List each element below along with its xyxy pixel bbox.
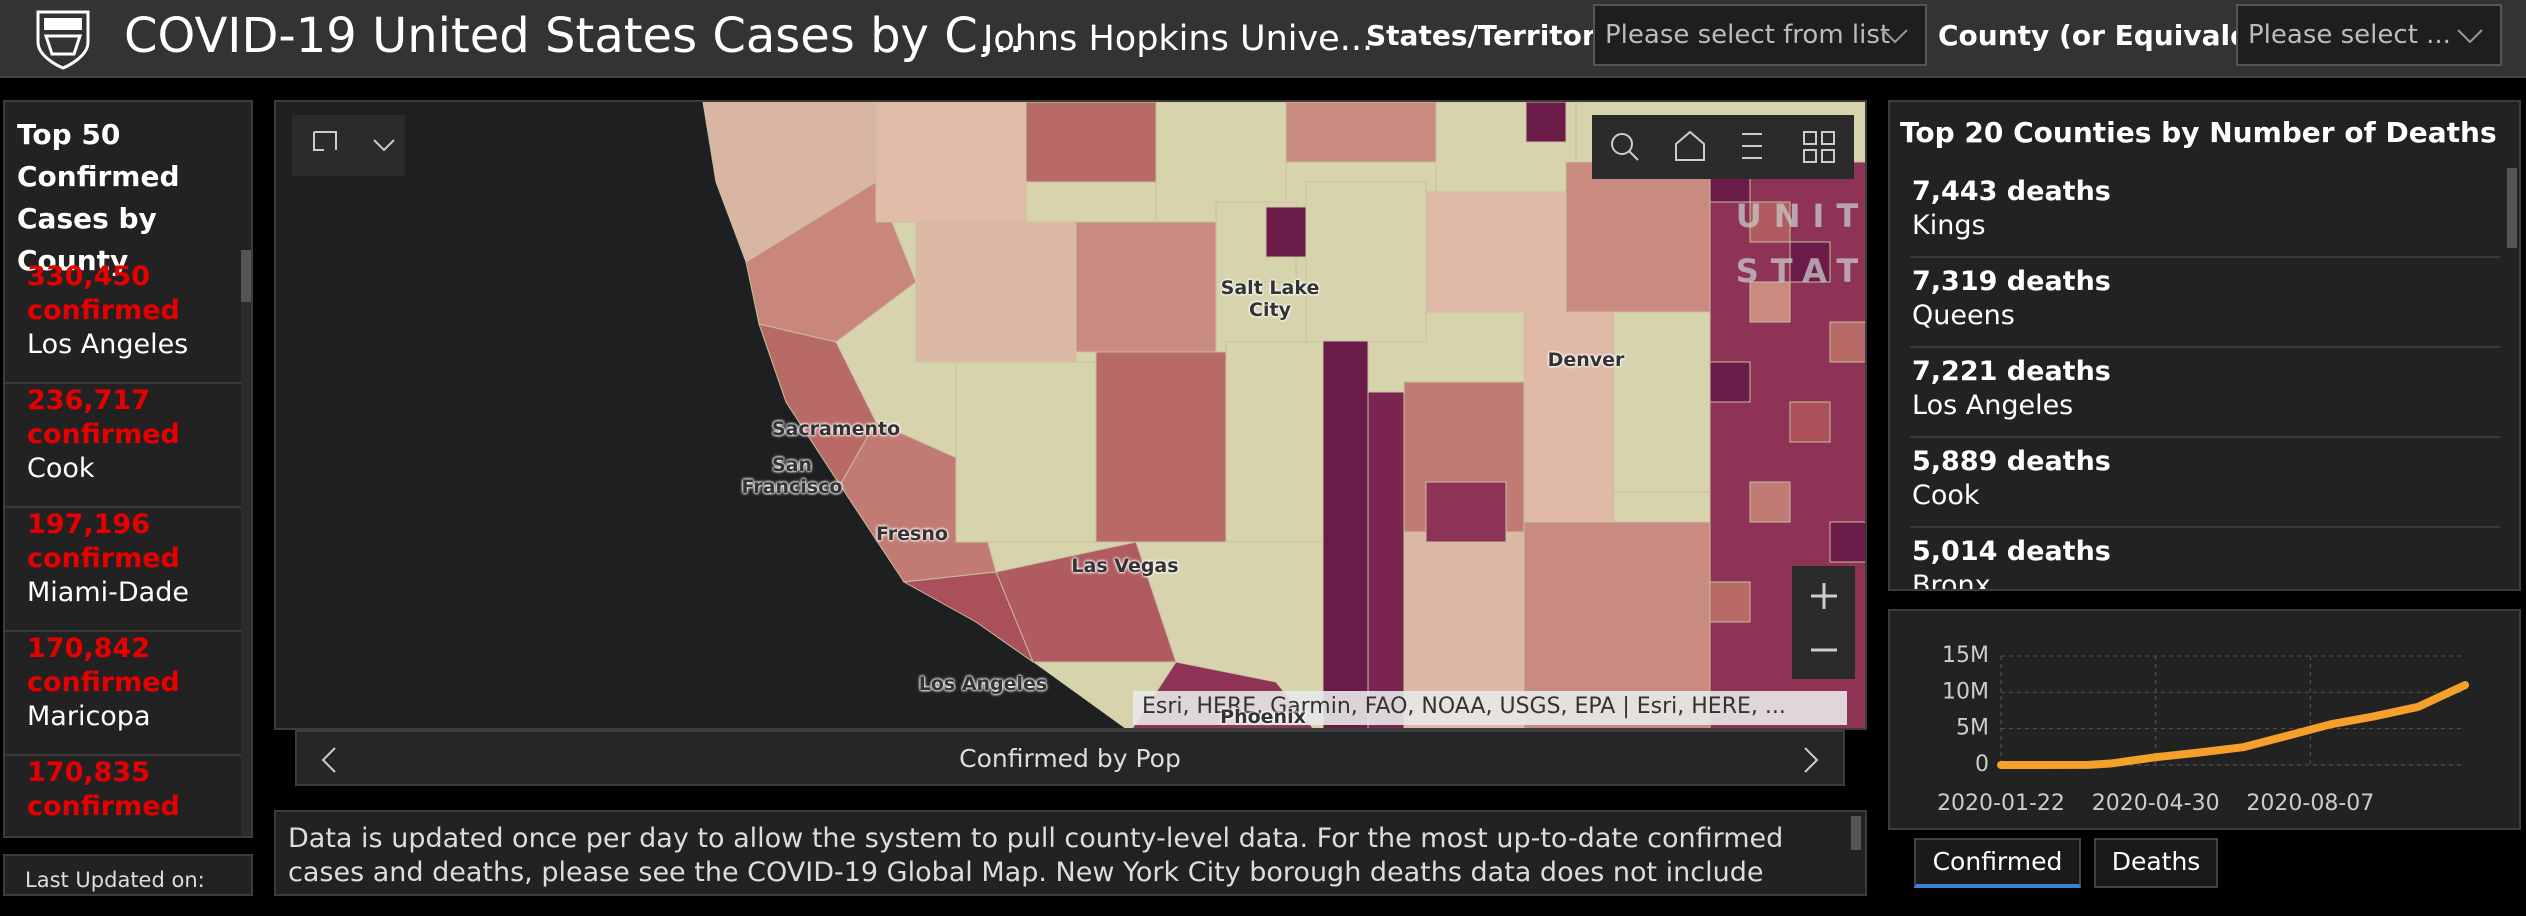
logo: [36, 10, 90, 70]
caret: [2457, 29, 2483, 44]
basemap-button[interactable]: [1803, 131, 1817, 145]
map-canvas: [276, 102, 1865, 728]
map-label: Fresno: [876, 523, 948, 545]
confirmed-unit: confirmed: [27, 667, 180, 698]
county-placeholder: Please select ...: [2248, 20, 2451, 50]
map-label: Phoenix: [1220, 706, 1306, 728]
map-label: Denver: [1547, 349, 1625, 371]
legend-button[interactable]: [1742, 133, 1762, 159]
map-widgets: [292, 115, 1855, 725]
county-dropdown[interactable]: Please select ...: [2236, 4, 2502, 66]
confirmed-unit: confirmed: [27, 543, 180, 574]
tab[interactable]: Confirmed: [1914, 838, 2081, 888]
map-label: San Francisco: [741, 454, 843, 498]
county-item[interactable]: 170,835 confirmed: [5, 756, 241, 836]
x-tick-label: 2020-04-30: [2092, 791, 2220, 816]
zoom-in[interactable]: [1811, 583, 1837, 609]
x-tick-label: 2020-08-07: [2246, 791, 2374, 816]
map-label: Sacramento: [771, 418, 901, 440]
confirmed-count: 170,835: [27, 757, 150, 788]
right-list: 7,443 deaths Kings 7,319 deaths Queens 7,221…: [1890, 168, 2505, 591]
notice-text: Data is updated once per day to allow th…: [288, 823, 1784, 894]
death-item[interactable]: 5,014 deaths Bronx: [1910, 528, 2500, 591]
state-placeholder: Please select from list: [1605, 20, 1891, 50]
map-label: Las Vegas: [1071, 555, 1179, 577]
subtitle: Johns Hopkins Unive...: [983, 19, 1374, 59]
scrollbar: [241, 250, 251, 836]
confirmed-count: 197,196: [27, 509, 150, 540]
notice-panel: Data is updated once per day to allow th…: [274, 810, 1867, 896]
death-item[interactable]: 5,889 deaths Cook: [1910, 438, 2500, 528]
search-button[interactable]: [1611, 133, 1633, 155]
series-line: [1997, 681, 2469, 769]
county-name: Los Angeles: [1912, 390, 2074, 421]
confirmed-count: 236,717: [27, 385, 150, 416]
tab[interactable]: Deaths: [2094, 838, 2218, 888]
death-count: 7,221 deaths: [1912, 356, 2111, 387]
county-name: Miami-Dade: [27, 577, 189, 608]
confirmed-count: 330,450: [27, 261, 150, 292]
county-name: Queens: [1912, 300, 2015, 331]
confirmed-unit: confirmed: [27, 419, 180, 450]
y-tick-label: 15M: [1942, 643, 1989, 668]
county-name: Bronx: [1912, 570, 1991, 591]
attribution-bar: [1133, 691, 1847, 725]
death-item[interactable]: 7,319 deaths Queens: [1910, 258, 2500, 348]
state-dropdown[interactable]: Please select from list: [1593, 4, 1927, 66]
region-label: STAT: [1735, 252, 1867, 290]
caret: [1882, 29, 1908, 44]
death-count: 7,443 deaths: [1912, 176, 2111, 207]
next-button[interactable]: [1801, 746, 1821, 774]
county-name: Kings: [1912, 210, 1986, 241]
left-title: Top 50 Confirmed Cases by County: [17, 118, 180, 277]
county-item[interactable]: 170,842 confirmed Maricopa: [5, 632, 241, 756]
death-count: 5,889 deaths: [1912, 446, 2111, 477]
updated-label: Last Updated on:: [25, 868, 205, 892]
death-item[interactable]: 7,443 deaths Kings: [1910, 168, 2500, 258]
legend-title: Confirmed by Pop: [959, 744, 1181, 773]
scroll-thumb[interactable]: [1851, 816, 1861, 850]
home-button[interactable]: [1675, 130, 1705, 161]
select-tool[interactable]: [292, 115, 405, 176]
map-label: Salt Lake City: [1220, 277, 1320, 321]
left-panel: Top 50 Confirmed Cases by County 330,450…: [3, 100, 253, 838]
x-tick-label: 2020-01-22: [1937, 791, 2065, 816]
death-item[interactable]: 7,221 deaths Los Angeles: [1910, 348, 2500, 438]
confirmed-unit: confirmed: [27, 791, 180, 822]
chart-panel: 0 5M 10M 15M 2020-01-22 2020-04-30 2020-08-07: [1888, 609, 2521, 830]
zoom-control: [1792, 566, 1855, 679]
title: COVID-19 United States Cases by C...: [124, 8, 1024, 64]
attribution: Esri, HERE, Garmin, FAO, NOAA, USGS, EPA…: [1142, 694, 1786, 719]
chart: 0 5M 10M 15M 2020-01-22 2020-04-30 2020-08-07: [1937, 643, 2469, 816]
y-tick-label: 5M: [1956, 716, 1989, 741]
prev-button[interactable]: [319, 746, 339, 774]
right-title: Top 20 Counties by Number of Deaths: [1900, 116, 2497, 149]
county-name: Maricopa: [27, 701, 151, 732]
county-item[interactable]: 330,450 confirmed Los Angeles: [5, 260, 241, 384]
county-name: Cook: [27, 453, 95, 484]
map[interactable]: Esri, HERE, Garmin, FAO, NOAA, USGS, EPA…: [274, 100, 1867, 730]
header: COVID-19 United States Cases by C... Joh…: [0, 0, 2526, 78]
confirmed-unit: confirmed: [27, 295, 180, 326]
region-label: UNIT: [1735, 197, 1867, 235]
scroll-thumb[interactable]: [241, 250, 251, 302]
y-tick-label: 10M: [1942, 679, 1989, 704]
confirmed-count: 170,842: [27, 633, 150, 664]
legend-bar: Confirmed by Pop: [295, 730, 1845, 786]
county-name: Los Angeles: [27, 329, 189, 360]
map-label: Los Angeles: [918, 673, 1048, 695]
death-count: 5,014 deaths: [1912, 536, 2111, 567]
death-count: 7,319 deaths: [1912, 266, 2111, 297]
county-label: County (or Equivalent): [1938, 19, 2296, 52]
county-item[interactable]: 236,717 confirmed Cook: [5, 384, 241, 508]
updated-panel: Last Updated on:: [3, 854, 253, 896]
county-item[interactable]: 197,196 confirmed Miami-Dade: [5, 508, 241, 632]
right-panel: Top 20 Counties by Number of Deaths 7,44…: [1888, 100, 2521, 591]
county-name: Cook: [1912, 480, 1980, 511]
left-list: 330,450 confirmed Los Angeles 236,717 confir…: [5, 250, 241, 836]
map-toolbar: [1592, 115, 1854, 179]
y-tick-label: 0: [1975, 752, 1989, 777]
scroll-thumb[interactable]: [2507, 168, 2517, 248]
